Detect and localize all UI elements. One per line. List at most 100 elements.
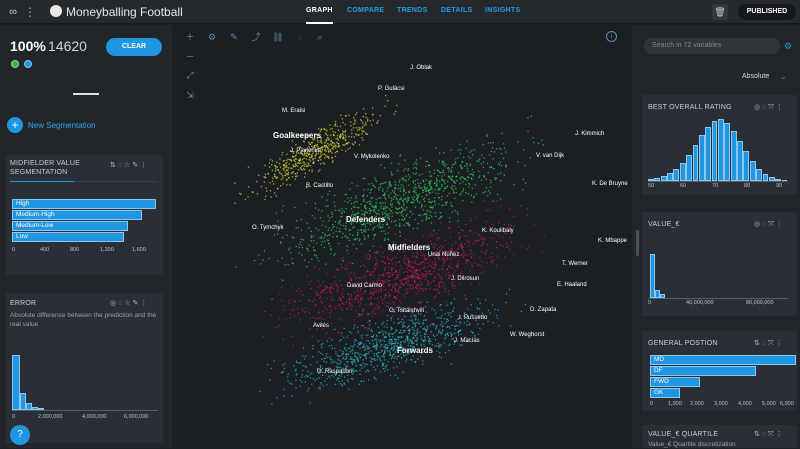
- histogram-bar[interactable]: [686, 155, 693, 181]
- lasso-icon[interactable]: ◌: [297, 32, 303, 42]
- player-label[interactable]: Avilés: [313, 323, 329, 329]
- histogram-bar[interactable]: [698, 135, 705, 181]
- new-segmentation-icon[interactable]: +: [7, 117, 23, 133]
- segment-color-blue[interactable]: [24, 60, 32, 68]
- open-external-icon[interactable]: ⤴: [251, 32, 261, 42]
- player-label[interactable]: G. Raspadori: [317, 369, 353, 375]
- player-label[interactable]: O. Tymchyk: [252, 225, 284, 231]
- bar-row[interactable]: Medium-Low: [12, 221, 162, 231]
- histogram-bar[interactable]: [673, 169, 680, 181]
- info-icon[interactable]: i: [606, 31, 617, 42]
- histogram-bar[interactable]: [749, 161, 756, 181]
- player-label[interactable]: E. Haaland: [557, 282, 587, 288]
- player-label[interactable]: G. Tsitaishvili: [389, 308, 424, 314]
- player-label[interactable]: T. Werner: [562, 261, 588, 267]
- card-actions[interactable]: ⇅◌⤧⋮: [754, 340, 785, 347]
- bar-row[interactable]: MD: [650, 355, 796, 365]
- player-label[interactable]: I. Pussetto: [459, 315, 488, 321]
- histogram-bar[interactable]: [756, 169, 763, 181]
- player-label[interactable]: M. Eraisi: [282, 108, 306, 114]
- filter-icon[interactable]: ⚙: [783, 41, 793, 51]
- histogram-bar[interactable]: [724, 123, 731, 181]
- player-label[interactable]: V. van Dijk: [536, 153, 565, 159]
- histogram-bar[interactable]: [26, 403, 32, 410]
- tab-graph[interactable]: GRAPH: [306, 0, 333, 24]
- histogram-bar[interactable]: [654, 178, 661, 181]
- histogram-bar[interactable]: [650, 254, 655, 298]
- histogram-bar[interactable]: [655, 290, 660, 298]
- pen-icon[interactable]: ✎: [230, 32, 238, 42]
- graph-canvas[interactable]: ＋ － ⤢ ⇲ ⚙ ✎ ⤴ ⛓ ◌ ⌕ i Goalkeepers Defend…: [172, 25, 632, 448]
- help-button[interactable]: ?: [10, 425, 30, 445]
- player-label[interactable]: David Carmo: [347, 283, 383, 289]
- more-menu-icon[interactable]: ⋮: [24, 5, 36, 19]
- player-label[interactable]: V. Mykolenko: [354, 154, 390, 160]
- histogram-bar[interactable]: [743, 151, 750, 181]
- published-button[interactable]: PUBLISHED: [738, 4, 796, 20]
- player-label[interactable]: J. Dilrosun: [451, 276, 480, 282]
- bar-df[interactable]: [650, 366, 756, 376]
- player-label[interactable]: J. Kimmich: [575, 131, 605, 137]
- fit-view-icon[interactable]: ⤢: [186, 70, 194, 80]
- bar-row[interactable]: DF: [650, 366, 796, 376]
- app-logo-icon[interactable]: ∞: [9, 6, 17, 18]
- histogram-bar[interactable]: [38, 408, 44, 410]
- histogram-bar[interactable]: [667, 173, 673, 181]
- player-label[interactable]: K. De Bruyne: [592, 181, 628, 187]
- card-actions[interactable]: ◎◌☆✎⋮: [110, 300, 150, 307]
- histogram-bar[interactable]: [12, 355, 20, 410]
- chevron-down-icon[interactable]: ⌄: [780, 72, 787, 81]
- tab-details[interactable]: DETAILS: [441, 7, 473, 14]
- settings-icon[interactable]: ⚙: [207, 32, 217, 42]
- link-icon[interactable]: ⛓: [272, 32, 284, 42]
- right-scrollbar[interactable]: [636, 230, 639, 256]
- player-label[interactable]: P. Gulácsi: [378, 86, 405, 92]
- bar-row[interactable]: High: [12, 199, 162, 209]
- histogram-bar[interactable]: [768, 177, 775, 181]
- cluster-scatter-plot[interactable]: [172, 25, 632, 448]
- player-label[interactable]: B. Castillo: [306, 183, 334, 189]
- player-label[interactable]: J. Oblak: [410, 65, 433, 71]
- histogram-bar[interactable]: [718, 119, 724, 181]
- histogram-bar[interactable]: [705, 127, 712, 181]
- rating-histogram[interactable]: [648, 115, 788, 182]
- card-actions[interactable]: ◎◌⤧⋮: [754, 104, 785, 111]
- export-icon[interactable]: ⇲: [186, 90, 194, 100]
- bar-row[interactable]: FWD: [650, 377, 796, 387]
- histogram-bar[interactable]: [660, 294, 665, 298]
- mode-select[interactable]: Absolute: [742, 73, 770, 80]
- tab-trends[interactable]: TRENDS: [397, 7, 428, 14]
- zoom-out-icon[interactable]: －: [185, 52, 195, 62]
- histogram-bar[interactable]: [730, 131, 737, 181]
- player-label[interactable]: Unai Núñez: [428, 252, 460, 258]
- histogram-bar[interactable]: [32, 407, 38, 410]
- player-label[interactable]: K. Koulibaly: [482, 228, 514, 234]
- histogram-bar[interactable]: [648, 179, 654, 181]
- tab-insights[interactable]: INSIGHTS: [485, 7, 521, 14]
- card-actions[interactable]: ⇅◌⤧⋮: [754, 431, 785, 438]
- tab-compare[interactable]: COMPARE: [347, 7, 385, 14]
- new-segmentation-link[interactable]: New Segmentation: [28, 121, 96, 130]
- histogram-bar[interactable]: [737, 141, 743, 181]
- histogram-bar[interactable]: [775, 179, 782, 181]
- player-label[interactable]: K. Mbappe: [598, 238, 628, 244]
- variable-search-input[interactable]: Search in 72 variables: [644, 38, 780, 54]
- bar-md[interactable]: [650, 355, 796, 365]
- histogram-bar[interactable]: [692, 145, 699, 181]
- player-label[interactable]: J. Pavlenka: [290, 148, 322, 154]
- zoom-in-icon[interactable]: ＋: [185, 32, 195, 42]
- bar-gk[interactable]: [650, 388, 680, 398]
- card-actions[interactable]: ◎◌⤧⋮: [754, 221, 785, 228]
- bar-fwd[interactable]: [650, 377, 700, 387]
- card-actions[interactable]: ⇅◌☆✎⋮: [110, 162, 150, 169]
- player-label[interactable]: J. Macías: [454, 338, 480, 344]
- bar-medium-high[interactable]: [12, 210, 142, 220]
- histogram-bar[interactable]: [660, 176, 667, 181]
- bar-row[interactable]: Low: [12, 232, 162, 242]
- clear-button[interactable]: CLEAR: [106, 38, 162, 56]
- bar-high[interactable]: [12, 199, 156, 209]
- segment-color-green[interactable]: [11, 60, 19, 68]
- bar-medium-low[interactable]: [12, 221, 128, 231]
- histogram-bar[interactable]: [679, 163, 686, 181]
- histogram-bar[interactable]: [20, 393, 26, 410]
